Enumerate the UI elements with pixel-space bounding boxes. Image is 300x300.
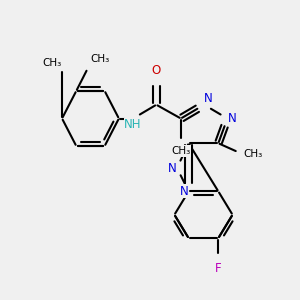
- Text: CH₃: CH₃: [243, 149, 262, 159]
- Text: N: N: [180, 185, 189, 198]
- Text: NH: NH: [124, 118, 142, 131]
- Text: CH₃: CH₃: [171, 146, 190, 156]
- Text: N: N: [227, 112, 236, 125]
- Text: CH₃: CH₃: [90, 53, 110, 64]
- Text: O: O: [152, 64, 161, 77]
- Text: F: F: [215, 262, 222, 275]
- Text: N: N: [204, 92, 213, 105]
- Text: N: N: [168, 161, 177, 175]
- Text: CH₃: CH₃: [43, 58, 62, 68]
